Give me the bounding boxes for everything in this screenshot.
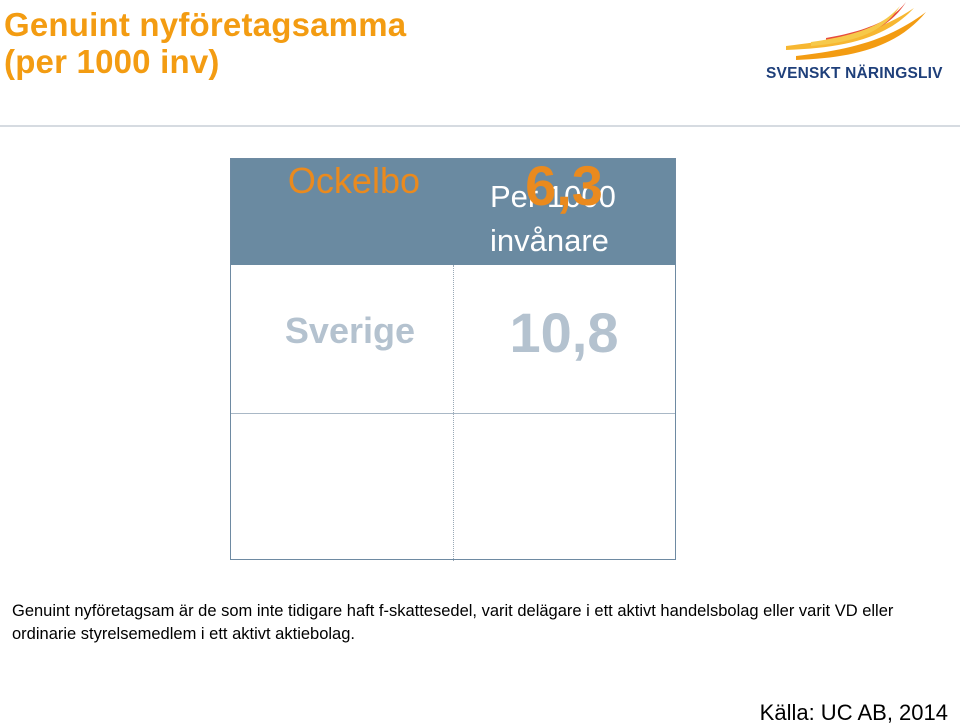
row-value-ockelbo: 6,3 xyxy=(525,154,603,217)
row-label-ockelbo: Ockelbo xyxy=(287,160,420,201)
stats-table: Per 1000 invånare xyxy=(230,158,676,561)
table-header: Per 1000 invånare xyxy=(231,159,675,265)
title-line-2: (per 1000 inv) xyxy=(4,43,220,80)
page-title: Genuint nyföretagsamma (per 1000 inv) xyxy=(4,6,406,80)
header-divider xyxy=(0,125,960,127)
flame-icon xyxy=(786,2,926,60)
row-label-sverige: Sverige xyxy=(284,310,415,351)
svenskt-naringsliv-logo: SVENSKT NÄRINGSLIV xyxy=(766,2,943,84)
source-note: Källa: UC AB, 2014 xyxy=(759,700,948,725)
title-line-1: Genuint nyföretagsamma xyxy=(4,6,407,43)
column-header-per-1000: Per 1000 invånare xyxy=(490,179,616,258)
definition-text: Genuint nyföretagsam är de som inte tidi… xyxy=(12,602,894,643)
row-value-sverige: 10,8 xyxy=(509,301,619,364)
row-divider xyxy=(231,413,675,414)
logo-text: SVENSKT NÄRINGSLIV xyxy=(766,65,943,82)
